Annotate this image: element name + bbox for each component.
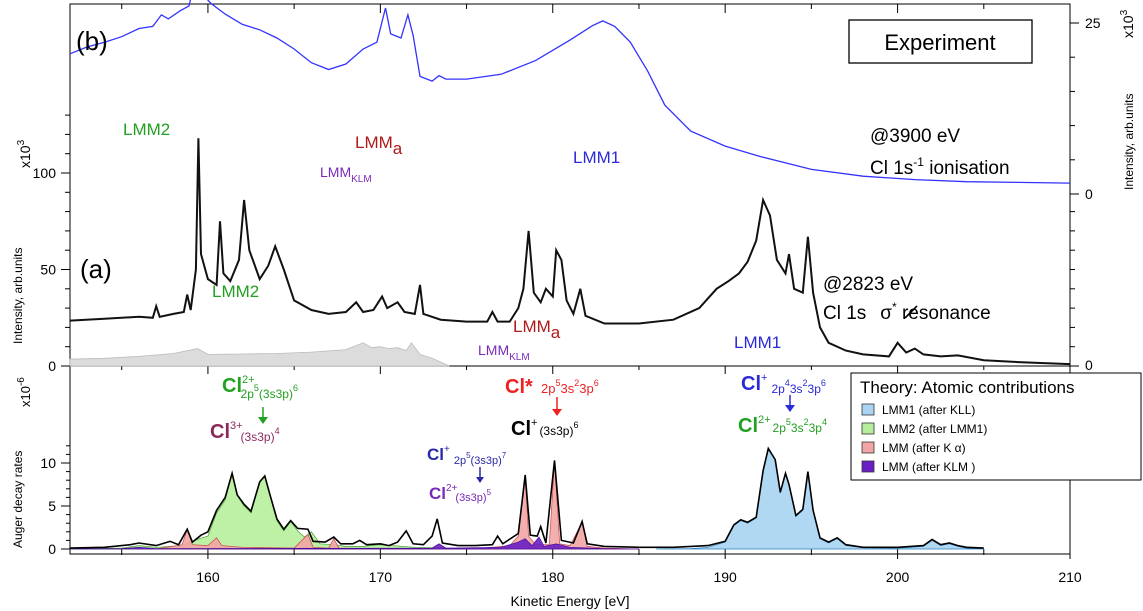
clp3-arrowhead [785, 405, 795, 412]
clp-label: Cl+(3s3p)6 [511, 417, 578, 440]
a-left-scale: x103 [16, 139, 33, 168]
a-lmm2-label: LMM2 [212, 282, 259, 301]
b-right-tick-label: 0 [1085, 186, 1093, 202]
cl2c-label: Cl2+2p53s23p4 [738, 414, 827, 437]
experiment-label: Experiment [884, 30, 995, 55]
a-process-label: Cl 1s σ* resonance [823, 300, 991, 324]
theory-tick-label: 0 [48, 541, 56, 557]
panel-b-layer [69, 0, 1071, 184]
legend-title: Theory: Atomic contributions [860, 378, 1074, 397]
b-right-scale: x103 [1119, 9, 1136, 38]
top-x-ticks [121, 4, 1071, 13]
theory-layer [69, 446, 984, 550]
theory-scale: x10-6 [16, 377, 33, 407]
x-tick-label: 160 [196, 569, 220, 585]
x-tick-label: 190 [713, 569, 737, 585]
clstar-arrowhead [552, 409, 562, 416]
panel-a-background-area [69, 342, 450, 367]
a-lmm1-label: LMM1 [734, 333, 781, 352]
b-lmma-label: LMMa [355, 133, 403, 158]
clstar-label: Cl* [505, 376, 533, 398]
experiment-box [848, 19, 1033, 64]
b-right-axis-label: Intensity, arb.units [1122, 94, 1136, 191]
legend-item-label: LMM (after K α) [882, 441, 966, 455]
legend-swatch [861, 460, 875, 473]
a-left-axis-label: Intensity, arb.units [11, 248, 25, 345]
panel-b-experiment-line [69, 0, 1071, 184]
bottom-x-ticks: 160 170 180 190 200 210 [121, 366, 1082, 585]
b-lmmklm-label: LMMKLM [320, 164, 372, 185]
theory-axis-label: Auger decay rates [11, 451, 25, 548]
a-left-tick-label: 50 [40, 262, 56, 278]
theory-tick-label: 10 [40, 455, 56, 471]
clp2-label: Cl+2p5(3s3p)7 [427, 444, 507, 467]
panel-b-tag: (b) [76, 26, 108, 56]
b-right-tick-label: 25 [1085, 15, 1101, 31]
clp3-label: Cl+2p43s23p6 [741, 372, 826, 396]
b-lmm2-label: LMM2 [123, 120, 170, 139]
a-sigma-arrow [904, 305, 918, 319]
x-tick-label: 180 [541, 569, 565, 585]
a-left-tick-label: 100 [33, 165, 57, 181]
a-lmmklm-label: LMMKLM [478, 342, 530, 363]
x-tick-label: 170 [369, 569, 393, 585]
panel-a-experiment-line [69, 138, 1071, 366]
clstar-conf: 2p53s23p6 [541, 378, 599, 396]
legend-swatch [861, 441, 875, 454]
legend-item-label: LMM (after KLM ) [882, 460, 975, 474]
legend-item-label: LMM2 (after LMM1) [882, 422, 987, 436]
a-right-tick-label: 0 [1085, 357, 1093, 373]
b-lmm1-label: LMM1 [573, 148, 620, 167]
a-lmma-label: LMMa [513, 317, 561, 342]
legend-item-label: LMM1 (after KLL) [882, 403, 975, 417]
legend-box [850, 372, 1142, 481]
theory-total-line [69, 446, 984, 549]
theory-legend: Theory: Atomic contributions LMM1 (after… [850, 372, 1142, 481]
a-energy-label: @2823 eV [823, 274, 913, 295]
x-tick-label: 210 [1058, 569, 1082, 585]
panel-a-tag: (a) [80, 254, 112, 284]
cl2-arrowhead [258, 417, 268, 424]
b-process-label: Cl 1s-1 ionisation [870, 155, 1010, 179]
x-axis-label: Kinetic Energy [eV] [510, 593, 629, 609]
panel-a-background-layer [69, 342, 450, 367]
cl3-label: Cl3+ (3s3p)4 [210, 420, 280, 444]
a-left-tick-label: 0 [48, 358, 56, 374]
b-energy-label: @3900 eV [870, 126, 960, 147]
cl2-label: Cl2+ 2p5(3s3p)6 [222, 374, 298, 401]
cl2b-label: Cl2+ (3s3p)5 [429, 483, 492, 504]
theory-tick-label: 5 [48, 498, 56, 514]
clp2-arrowhead [476, 477, 484, 483]
theory-lmm-klm-area [69, 536, 640, 550]
legend-swatch [861, 422, 875, 435]
panel-a-layer [69, 138, 1071, 366]
x-tick-label: 200 [886, 569, 910, 585]
legend-swatch [861, 403, 875, 416]
